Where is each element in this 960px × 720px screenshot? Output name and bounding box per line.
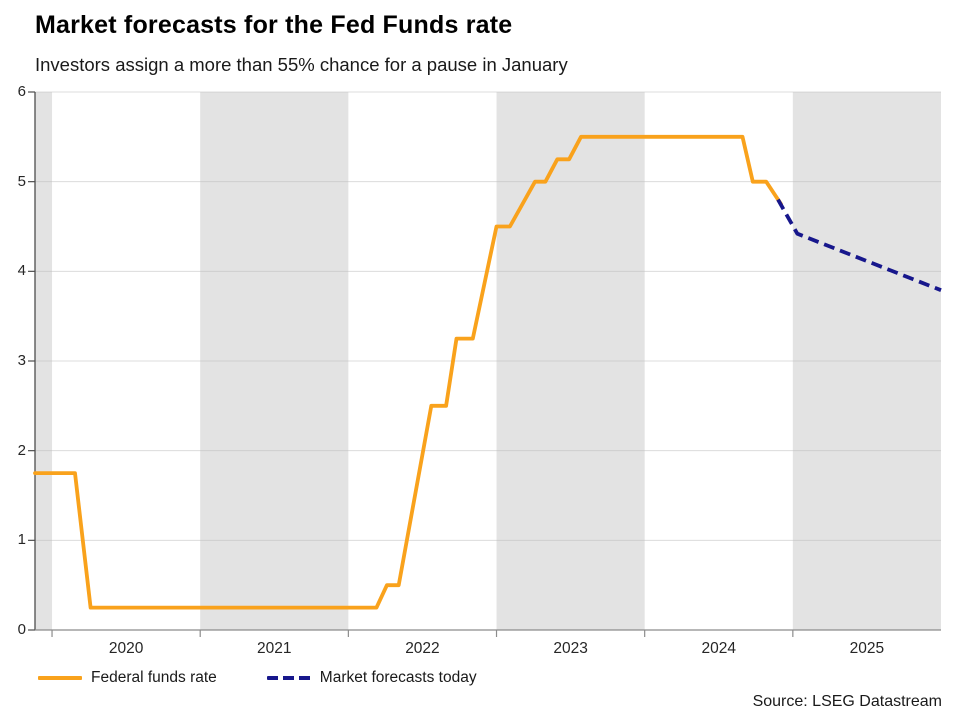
y-axis-label: 2	[17, 441, 26, 459]
x-axis-label: 2024	[701, 640, 736, 657]
source-credit: Source: LSEG Datastream	[752, 693, 942, 710]
y-axis-label: 3	[17, 352, 26, 369]
x-axis-label: 2023	[553, 640, 588, 657]
chart-subtitle: Investors assign a more than 55% chance …	[35, 54, 568, 75]
y-axis-label: 1	[17, 531, 26, 549]
series-line-actual	[33, 134, 783, 610]
y-axis-label: 5	[17, 172, 26, 190]
chart-title: Market forecasts for the Fed Funds rate	[35, 11, 513, 39]
x-axis-label: 2022	[405, 640, 440, 657]
series-line-forecast	[776, 198, 942, 292]
solid-line-swatch-icon	[38, 676, 82, 680]
y-axis-label: 4	[17, 262, 26, 280]
x-axis-label: 2021	[257, 640, 292, 657]
legend-label: Market forecasts today	[319, 669, 477, 686]
x-axis-label: 2020	[108, 640, 144, 657]
x-axis-label: 2025	[849, 640, 885, 657]
legend-item-federal-funds-rate: Federal funds rate	[38, 669, 217, 687]
legend: Federal funds rate Market forecasts toda…	[38, 669, 477, 687]
y-axis-label: 6	[17, 83, 26, 100]
y-axis-label: 0	[17, 621, 26, 638]
legend-item-market-forecasts: Market forecasts today	[266, 669, 477, 687]
dashed-line-swatch-icon	[266, 676, 311, 680]
legend-label: Federal funds rate	[91, 669, 217, 686]
